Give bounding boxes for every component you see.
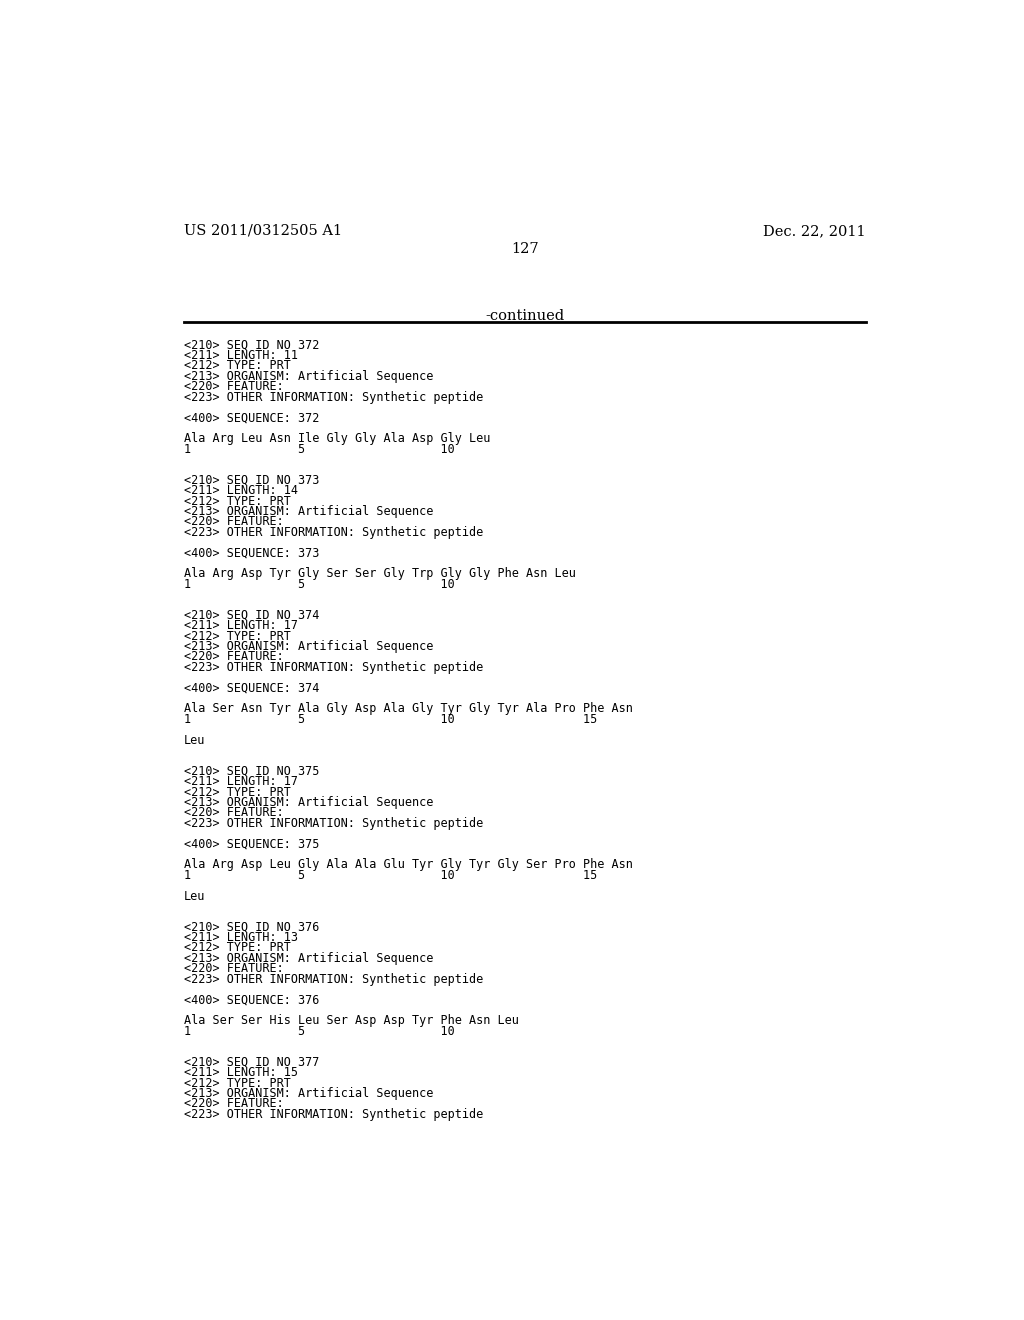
Text: <220> FEATURE:: <220> FEATURE:	[183, 380, 284, 393]
Text: Leu: Leu	[183, 734, 205, 747]
Text: <210> SEQ ID NO 372: <210> SEQ ID NO 372	[183, 339, 319, 351]
Text: Ala Ser Ser His Leu Ser Asp Asp Tyr Phe Asn Leu: Ala Ser Ser His Leu Ser Asp Asp Tyr Phe …	[183, 1014, 519, 1027]
Text: 127: 127	[511, 242, 539, 256]
Text: <211> LENGTH: 14: <211> LENGTH: 14	[183, 484, 298, 498]
Text: <220> FEATURE:: <220> FEATURE:	[183, 651, 284, 664]
Text: <213> ORGANISM: Artificial Sequence: <213> ORGANISM: Artificial Sequence	[183, 952, 433, 965]
Text: <223> OTHER INFORMATION: Synthetic peptide: <223> OTHER INFORMATION: Synthetic pepti…	[183, 525, 483, 539]
Text: <210> SEQ ID NO 376: <210> SEQ ID NO 376	[183, 921, 319, 933]
Text: <213> ORGANISM: Artificial Sequence: <213> ORGANISM: Artificial Sequence	[183, 1088, 433, 1100]
Text: <400> SEQUENCE: 376: <400> SEQUENCE: 376	[183, 994, 319, 1006]
Text: <213> ORGANISM: Artificial Sequence: <213> ORGANISM: Artificial Sequence	[183, 796, 433, 809]
Text: Ala Arg Asp Tyr Gly Ser Ser Gly Trp Gly Gly Phe Asn Leu: Ala Arg Asp Tyr Gly Ser Ser Gly Trp Gly …	[183, 568, 575, 581]
Text: <211> LENGTH: 17: <211> LENGTH: 17	[183, 775, 298, 788]
Text: <220> FEATURE:: <220> FEATURE:	[183, 1097, 284, 1110]
Text: <400> SEQUENCE: 373: <400> SEQUENCE: 373	[183, 546, 319, 560]
Text: Ala Ser Asn Tyr Ala Gly Asp Ala Gly Tyr Gly Tyr Ala Pro Phe Asn: Ala Ser Asn Tyr Ala Gly Asp Ala Gly Tyr …	[183, 702, 633, 715]
Text: <223> OTHER INFORMATION: Synthetic peptide: <223> OTHER INFORMATION: Synthetic pepti…	[183, 973, 483, 986]
Text: <211> LENGTH: 15: <211> LENGTH: 15	[183, 1067, 298, 1080]
Text: <211> LENGTH: 11: <211> LENGTH: 11	[183, 348, 298, 362]
Text: <223> OTHER INFORMATION: Synthetic peptide: <223> OTHER INFORMATION: Synthetic pepti…	[183, 391, 483, 404]
Text: Dec. 22, 2011: Dec. 22, 2011	[763, 224, 866, 238]
Text: Ala Arg Asp Leu Gly Ala Ala Glu Tyr Gly Tyr Gly Ser Pro Phe Asn: Ala Arg Asp Leu Gly Ala Ala Glu Tyr Gly …	[183, 858, 633, 871]
Text: <223> OTHER INFORMATION: Synthetic peptide: <223> OTHER INFORMATION: Synthetic pepti…	[183, 817, 483, 830]
Text: Leu: Leu	[183, 890, 205, 903]
Text: <220> FEATURE:: <220> FEATURE:	[183, 515, 284, 528]
Text: <223> OTHER INFORMATION: Synthetic peptide: <223> OTHER INFORMATION: Synthetic pepti…	[183, 661, 483, 673]
Text: <400> SEQUENCE: 372: <400> SEQUENCE: 372	[183, 412, 319, 424]
Text: -continued: -continued	[485, 309, 564, 323]
Text: <213> ORGANISM: Artificial Sequence: <213> ORGANISM: Artificial Sequence	[183, 506, 433, 517]
Text: 1               5                   10: 1 5 10	[183, 442, 455, 455]
Text: <400> SEQUENCE: 375: <400> SEQUENCE: 375	[183, 838, 319, 850]
Text: <210> SEQ ID NO 377: <210> SEQ ID NO 377	[183, 1056, 319, 1069]
Text: <212> TYPE: PRT: <212> TYPE: PRT	[183, 785, 291, 799]
Text: <212> TYPE: PRT: <212> TYPE: PRT	[183, 630, 291, 643]
Text: 1               5                   10: 1 5 10	[183, 1024, 455, 1038]
Text: 1               5                   10                  15: 1 5 10 15	[183, 869, 597, 882]
Text: <212> TYPE: PRT: <212> TYPE: PRT	[183, 359, 291, 372]
Text: 1               5                   10: 1 5 10	[183, 578, 455, 590]
Text: <210> SEQ ID NO 375: <210> SEQ ID NO 375	[183, 764, 319, 777]
Text: <400> SEQUENCE: 374: <400> SEQUENCE: 374	[183, 681, 319, 694]
Text: <212> TYPE: PRT: <212> TYPE: PRT	[183, 1077, 291, 1089]
Text: <210> SEQ ID NO 373: <210> SEQ ID NO 373	[183, 474, 319, 487]
Text: <223> OTHER INFORMATION: Synthetic peptide: <223> OTHER INFORMATION: Synthetic pepti…	[183, 1107, 483, 1121]
Text: <212> TYPE: PRT: <212> TYPE: PRT	[183, 941, 291, 954]
Text: <210> SEQ ID NO 374: <210> SEQ ID NO 374	[183, 609, 319, 622]
Text: <220> FEATURE:: <220> FEATURE:	[183, 807, 284, 820]
Text: Ala Arg Leu Asn Ile Gly Gly Ala Asp Gly Leu: Ala Arg Leu Asn Ile Gly Gly Ala Asp Gly …	[183, 432, 490, 445]
Text: <213> ORGANISM: Artificial Sequence: <213> ORGANISM: Artificial Sequence	[183, 640, 433, 653]
Text: <211> LENGTH: 13: <211> LENGTH: 13	[183, 931, 298, 944]
Text: 1               5                   10                  15: 1 5 10 15	[183, 713, 597, 726]
Text: US 2011/0312505 A1: US 2011/0312505 A1	[183, 224, 342, 238]
Text: <211> LENGTH: 17: <211> LENGTH: 17	[183, 619, 298, 632]
Text: <212> TYPE: PRT: <212> TYPE: PRT	[183, 495, 291, 507]
Text: <220> FEATURE:: <220> FEATURE:	[183, 962, 284, 975]
Text: <213> ORGANISM: Artificial Sequence: <213> ORGANISM: Artificial Sequence	[183, 370, 433, 383]
